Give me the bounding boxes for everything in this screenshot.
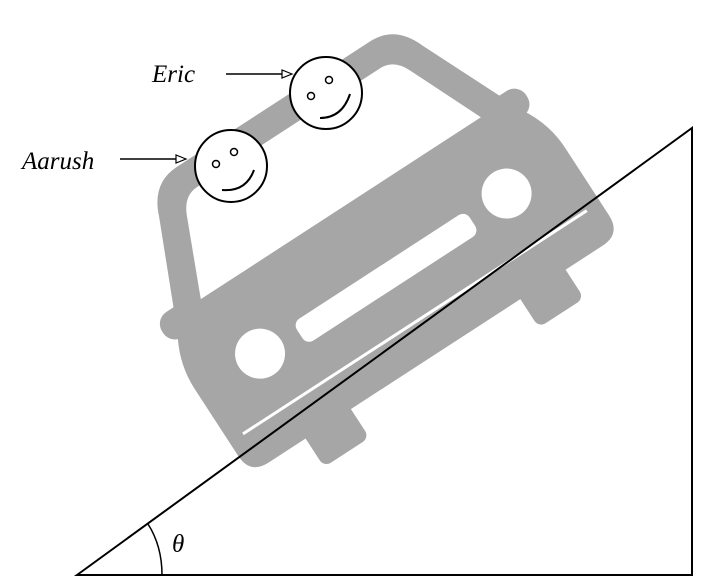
incline-triangle [73,126,693,576]
car-bumper-line [242,209,588,436]
eric-label: Eric [151,61,195,88]
eric-eye-left [306,91,316,101]
angle-arc [147,523,163,576]
eric-eye-right [324,75,334,85]
aarush-face [194,129,268,203]
aarush-label: Aarush [20,148,94,175]
eric-arrowhead [281,69,294,79]
aarush-smile [221,169,255,192]
eric-face [289,56,363,130]
car-windshield [186,64,481,300]
car-headlight-right [481,168,532,219]
aarush-arrowhead [175,154,188,164]
car-headlight-left [235,328,286,379]
angle-label: θ [172,531,184,558]
car [157,34,614,468]
aarush-eye-right [229,147,239,157]
aarush-eye-left [211,159,221,169]
car-grille [295,213,477,342]
eric-smile [319,93,351,119]
